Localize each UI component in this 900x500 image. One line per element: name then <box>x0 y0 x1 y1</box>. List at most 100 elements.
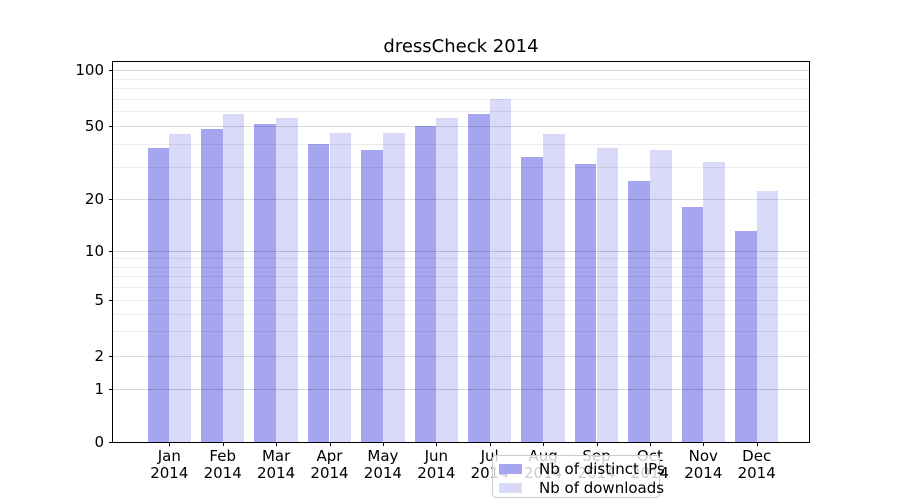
plot-area: Nb of distinct IPs Nb of downloads <box>112 61 810 498</box>
bar-downloads-may <box>382 132 405 442</box>
bar-downloads-mar <box>276 118 298 442</box>
gridline-10 <box>113 251 809 252</box>
x-tick-year: 2014 <box>150 464 189 482</box>
gridline-4 <box>113 313 809 315</box>
bar-downloads-jul <box>489 98 512 442</box>
gridline-70 <box>113 98 809 100</box>
gridline-1 <box>113 389 809 390</box>
bar-downloads-apr <box>329 132 352 442</box>
legend: Nb of distinct IPs Nb of downloads <box>492 455 665 498</box>
x-tick-mark <box>222 442 224 446</box>
bar-downloads-oct <box>649 149 672 442</box>
y-tick-mark <box>109 442 113 443</box>
gridline-50 <box>113 126 809 127</box>
x-tick-mark <box>436 442 438 446</box>
legend-swatch-ips <box>499 463 522 474</box>
gridline-2 <box>113 356 809 357</box>
x-tick-mark <box>756 442 758 446</box>
bar-ips-aug <box>521 156 544 442</box>
legend-label-downloads: Nb of downloads <box>539 478 665 497</box>
x-tick-mark <box>649 442 651 446</box>
bar-downloads-sep <box>596 147 619 442</box>
x-tick-label-mar: Mar 2014 <box>244 448 308 482</box>
x-tick-mark <box>489 442 491 446</box>
gridline-5 <box>113 300 809 301</box>
bar-ips-may <box>361 149 383 442</box>
bar-ips-sep <box>574 164 597 442</box>
bar-downloads-jun <box>436 118 458 442</box>
y-tick-label-10: 10 <box>84 242 104 260</box>
x-tick-year: 2014 <box>737 464 776 482</box>
bar-ips-nov <box>681 206 704 442</box>
legend-entry-ips: Nb of distinct IPs <box>499 459 665 478</box>
x-tick-label-jun: Jun 2014 <box>404 448 468 482</box>
x-tick-year: 2014 <box>203 464 242 482</box>
x-tick-year: 2014 <box>363 464 402 482</box>
gridline-90 <box>113 78 809 80</box>
bar-downloads-nov <box>703 161 725 442</box>
x-tick-mark <box>543 442 545 446</box>
bar-ips-jan <box>147 147 170 442</box>
y-tick-label-2: 2 <box>94 347 104 365</box>
bar-ips-feb <box>201 129 223 442</box>
y-tick-label-100: 100 <box>75 61 104 79</box>
gridline-50 <box>113 126 809 127</box>
x-tick-label-nov: Nov 2014 <box>671 448 735 482</box>
x-tick-year: 2014 <box>684 464 723 482</box>
bar-downloads-dec <box>756 191 779 442</box>
x-tick-label-feb: Feb 2014 <box>191 448 255 482</box>
gridline-7 <box>113 276 809 278</box>
y-tick-mark <box>109 70 113 71</box>
bar-downloads-jan <box>169 134 191 442</box>
x-tick-label-jan: Jan 2014 <box>137 448 201 482</box>
gridline-2 <box>113 356 809 357</box>
bar-downloads-feb <box>222 114 245 442</box>
y-tick-mark <box>109 356 113 357</box>
x-tick-year: 2014 <box>310 464 349 482</box>
bar-ips-oct <box>628 181 650 442</box>
gridline-20 <box>113 199 809 200</box>
legend-swatch-downloads <box>499 482 522 493</box>
gridline-6 <box>113 287 809 289</box>
bar-downloads-aug <box>543 134 565 442</box>
y-tick-mark <box>109 251 113 252</box>
y-tick-mark <box>109 126 113 127</box>
y-tick-label-1: 1 <box>94 380 104 398</box>
chart-title: dressCheck 2014 <box>383 36 539 57</box>
plot-inner <box>113 62 809 442</box>
bar-ips-apr <box>307 143 330 442</box>
x-tick-label-may: May 2014 <box>351 448 415 482</box>
y-tick-label-5: 5 <box>94 291 104 309</box>
gridline-3 <box>113 331 809 333</box>
x-tick-year: 2014 <box>257 464 296 482</box>
x-tick-mark <box>382 442 384 446</box>
y-tick-mark <box>109 389 113 390</box>
y-tick-label-20: 20 <box>84 190 104 208</box>
x-tick-mark <box>329 442 331 446</box>
y-tick-mark <box>109 199 113 200</box>
bar-ips-jul <box>468 114 490 442</box>
gridline-80 <box>113 88 809 90</box>
x-tick-year: 2014 <box>417 464 456 482</box>
bar-ips-jun <box>414 126 437 442</box>
x-tick-label-apr: Apr 2014 <box>298 448 362 482</box>
gridline-100 <box>113 70 809 71</box>
bar-ips-mar <box>254 124 277 442</box>
x-tick-mark <box>703 442 705 446</box>
y-tick-label-0: 0 <box>94 433 104 451</box>
x-tick-mark <box>169 442 171 446</box>
gridline-8 <box>113 266 809 268</box>
gridline-60 <box>113 111 809 113</box>
bar-ips-dec <box>735 231 757 442</box>
gridline-40 <box>113 143 809 145</box>
y-tick-mark <box>109 300 113 301</box>
legend-label-ips: Nb of distinct IPs <box>539 459 665 478</box>
x-tick-label-dec: Dec 2014 <box>725 448 789 482</box>
gridline-9 <box>113 258 809 260</box>
y-tick-label-50: 50 <box>84 117 104 135</box>
x-tick-mark <box>596 442 598 446</box>
gridline-30 <box>113 166 809 168</box>
x-tick-mark <box>276 442 278 446</box>
legend-entry-downloads: Nb of downloads <box>499 478 664 497</box>
